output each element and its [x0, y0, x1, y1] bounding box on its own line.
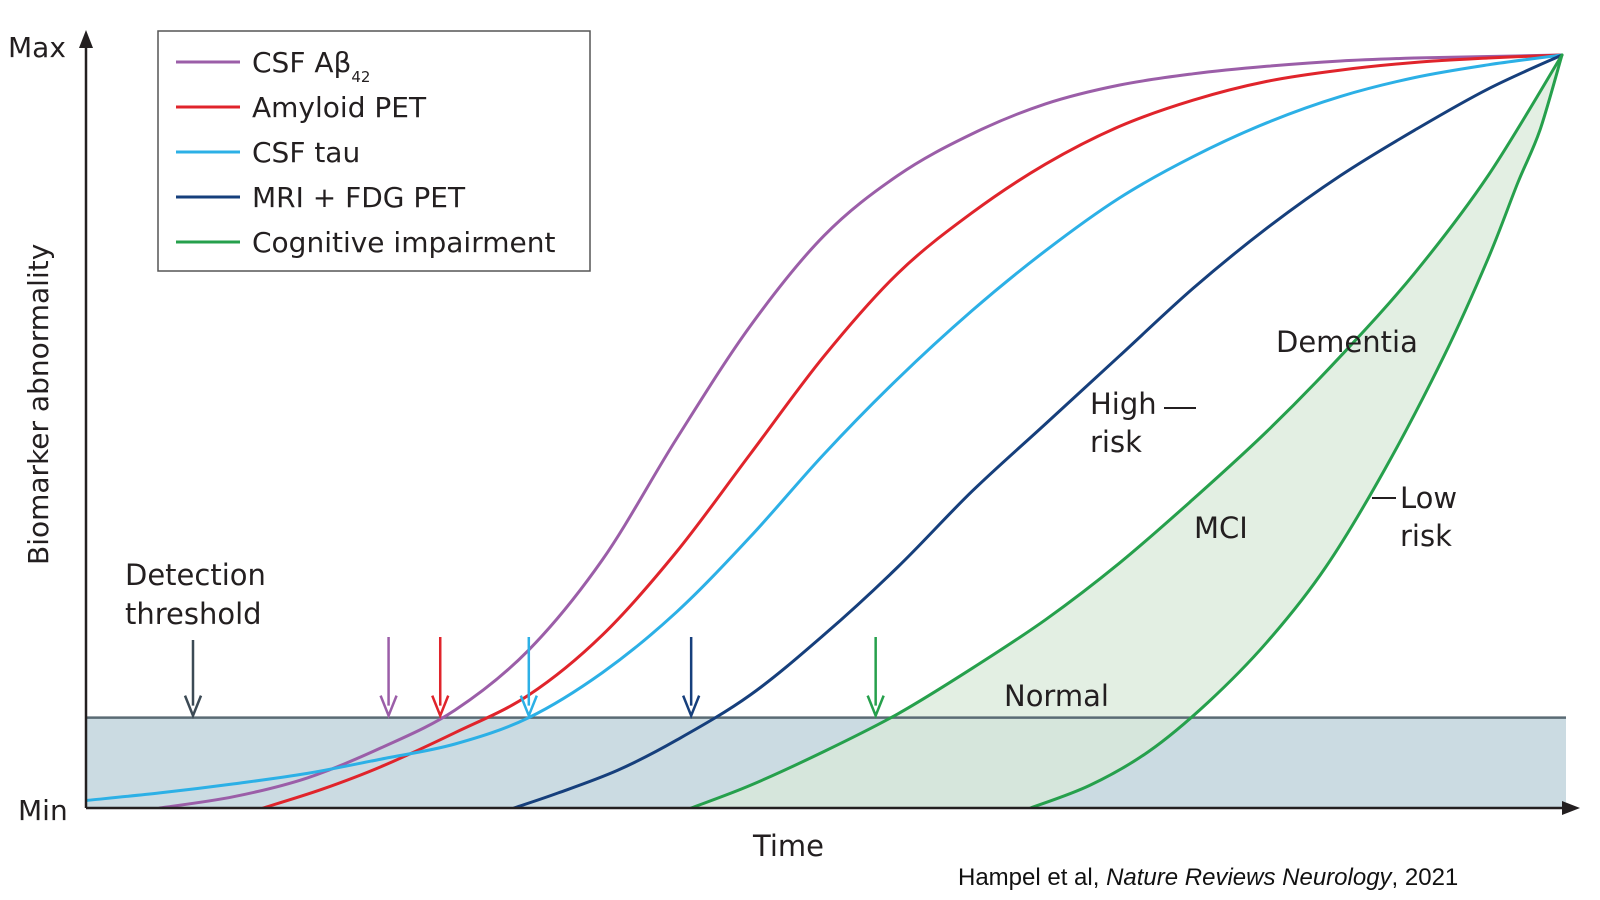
- detection-threshold-label-line1: Detection: [125, 558, 266, 592]
- citation-authors: Hampel et al,: [958, 864, 1107, 891]
- series-line-csf-tau: [86, 53, 1564, 802]
- x-axis-arrowhead: [1562, 801, 1580, 815]
- citation-year: , 2021: [1391, 864, 1459, 891]
- normal-label: Normal: [1004, 679, 1109, 713]
- low-risk-label-line1: Low: [1400, 481, 1457, 515]
- citation: Hampel et al, Nature Reviews Neurology, …: [958, 864, 1458, 892]
- dementia-label: Dementia: [1276, 325, 1418, 359]
- cognitive-impairment-region: [691, 55, 1562, 808]
- threshold-arrow-26a04c: [866, 637, 885, 720]
- threshold-arrow-e0242b: [431, 637, 450, 720]
- x-axis-label: Time: [752, 829, 824, 863]
- y-tick-max: Max: [8, 31, 66, 64]
- high-risk-label-line1: High: [1090, 387, 1157, 421]
- mci-label: MCI: [1194, 511, 1248, 545]
- series-line-cognitive-high-risk: [689, 53, 1564, 808]
- y-axis-arrowhead: [79, 30, 93, 48]
- legend-label-csf-tau: CSF tau: [252, 136, 360, 169]
- series-line-cognitive-low-risk: [1029, 53, 1564, 808]
- series-line-csf-ab42: [158, 53, 1564, 808]
- low-risk-label-line2: risk: [1400, 519, 1452, 553]
- y-axis-label: Biomarker abnormality: [22, 244, 55, 565]
- threshold-arrow-9b5ea8: [379, 637, 398, 720]
- detection-threshold-label-line2: threshold: [125, 597, 262, 631]
- y-tick-min: Min: [18, 794, 68, 827]
- detection-threshold-arrow: [183, 640, 203, 720]
- legend-label-cognitive: Cognitive impairment: [252, 226, 555, 259]
- threshold-arrow-2cb0e6: [519, 637, 538, 720]
- legend-label-subscript: 42: [351, 68, 370, 86]
- series-line-amyloid-pet: [261, 53, 1564, 808]
- citation-journal: Nature Reviews Neurology: [1106, 864, 1392, 891]
- threshold-arrow-163f7c: [681, 637, 701, 720]
- legend-label-amyloid-pet: Amyloid PET: [252, 91, 427, 124]
- high-risk-label-line2: risk: [1090, 425, 1142, 459]
- series-line-mri-fdg-pet: [512, 53, 1564, 808]
- legend-label-mri-fdg-pet: MRI + FDG PET: [252, 181, 466, 214]
